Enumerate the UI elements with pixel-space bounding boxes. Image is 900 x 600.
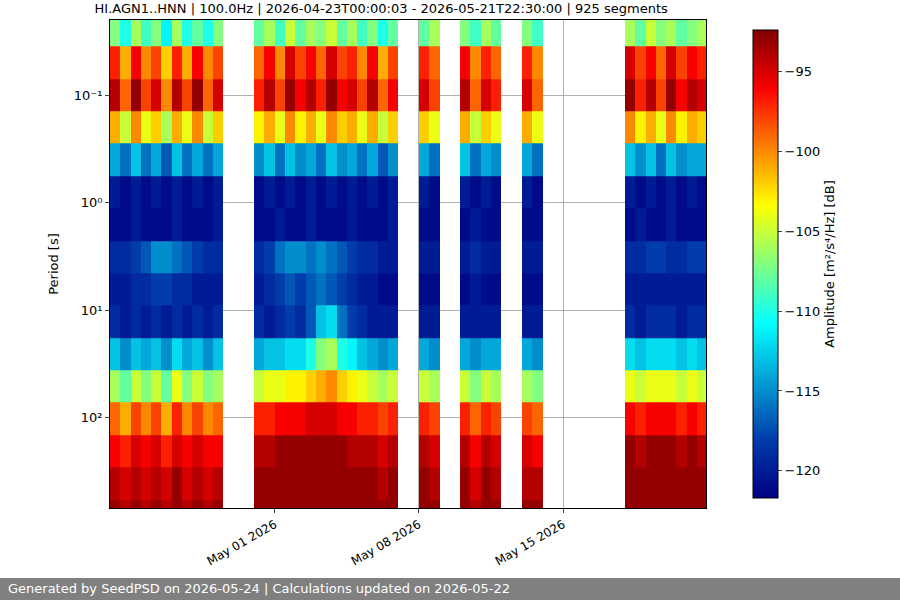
svg-text:May 08 2026: May 08 2026 xyxy=(349,517,424,568)
svg-text:−120: −120 xyxy=(785,463,821,478)
svg-text:Period [s]: Period [s] xyxy=(46,233,61,295)
svg-text:−110: −110 xyxy=(785,304,821,319)
html-text:Generated by SeedPSD on 2026-0: Generated by SeedPSD on 2026-05-24 | Cal… xyxy=(8,581,510,596)
svg-text:−100: −100 xyxy=(785,144,821,159)
svg-text:Amplitude [m²/s⁴/Hz] [dB]: Amplitude [m²/s⁴/Hz] [dB] xyxy=(822,180,837,348)
svg-text:HI.AGN1..HNN | 100.0Hz | 2026-: HI.AGN1..HNN | 100.0Hz | 2026-04-23T00:0… xyxy=(95,1,668,16)
svg-text:−95: −95 xyxy=(785,64,812,79)
svg-text:May 01 2026: May 01 2026 xyxy=(205,517,280,568)
svg-text:10⁻¹: 10⁻¹ xyxy=(74,88,103,103)
svg-text:−115: −115 xyxy=(785,384,821,399)
svg-text:May 15 2026: May 15 2026 xyxy=(493,517,568,568)
svg-text:10¹: 10¹ xyxy=(81,303,103,318)
svg-text:−105: −105 xyxy=(785,224,821,239)
svg-text:10⁰: 10⁰ xyxy=(81,195,103,210)
svg-text:10²: 10² xyxy=(81,410,103,425)
